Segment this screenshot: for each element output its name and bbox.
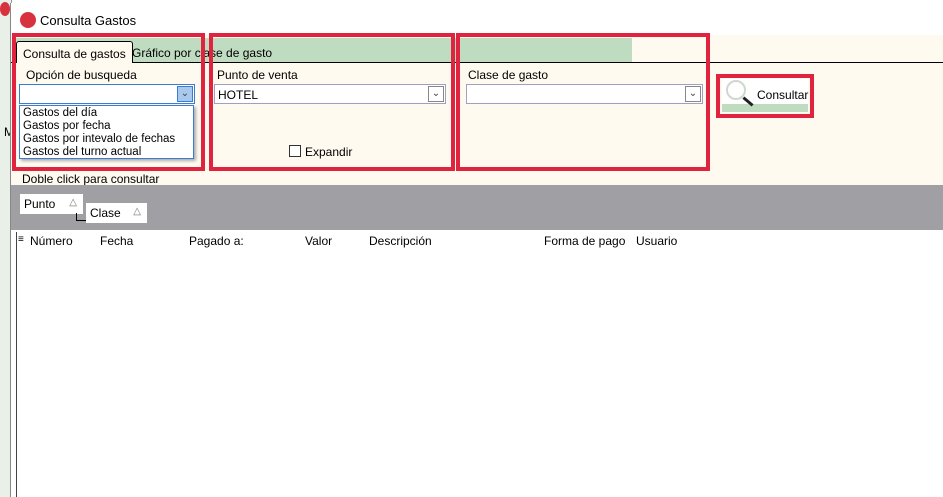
highlight-point-of-sale — [209, 33, 455, 171]
hint-text: Doble click para consultar — [22, 172, 160, 186]
background-app-icon — [0, 2, 10, 16]
expand-label: Expandir — [305, 145, 353, 159]
search-option-label: Opción de busqueda — [26, 68, 137, 82]
grid-body — [11, 250, 943, 497]
column-pagado-a[interactable]: Pagado a: — [189, 234, 244, 248]
grid-left-border — [16, 232, 17, 497]
chevron-down-icon[interactable]: ⌄ — [685, 86, 701, 102]
expense-class-combo[interactable]: ⌄ — [466, 84, 703, 104]
group-connector — [76, 213, 86, 221]
app-icon — [20, 12, 36, 28]
window-title: Consulta Gastos — [40, 13, 137, 28]
highlight-search-option — [12, 33, 205, 171]
column-fecha[interactable]: Fecha — [100, 234, 134, 248]
column-usuario[interactable]: Usuario — [636, 234, 678, 248]
column-chooser-icon[interactable]: ≡ — [18, 234, 24, 245]
button-shade — [722, 104, 808, 112]
tab-divider — [11, 62, 943, 63]
point-of-sale-label: Punto de venta — [217, 68, 298, 82]
sort-triangle-icon: △ — [69, 197, 77, 208]
dropdown-item[interactable]: Gastos del turno actual — [23, 146, 142, 158]
chevron-down-icon[interactable]: ⌄ — [177, 86, 193, 102]
chevron-down-icon[interactable]: ⌄ — [428, 86, 444, 102]
expense-class-label: Clase de gasto — [468, 68, 549, 82]
column-numero[interactable]: Número — [30, 234, 73, 248]
background-window-text: M — [4, 125, 14, 139]
sort-triangle-icon: △ — [133, 206, 141, 217]
highlight-expense-class — [456, 33, 710, 171]
group-tag-clase[interactable]: Clase △ — [86, 203, 147, 223]
group-tag-label: Clase — [90, 206, 121, 220]
column-forma-de-pago[interactable]: Forma de pago — [544, 234, 626, 248]
group-tag-punto[interactable]: Punto △ — [20, 194, 83, 214]
highlight-consultar — [716, 74, 814, 118]
consultar-label: Consultar — [757, 88, 809, 102]
group-by-area — [11, 185, 943, 230]
dropdown-item[interactable]: Gastos del día — [23, 107, 98, 119]
search-option-combo[interactable]: ⌄ — [19, 84, 195, 104]
group-tag-label: Punto — [24, 197, 56, 211]
column-header-row — [11, 230, 943, 250]
dropdown-item[interactable]: Gastos por intevalo de fechas — [23, 133, 176, 145]
tab-consulta-de-gastos[interactable]: Consulta de gastos — [16, 41, 133, 63]
column-valor[interactable]: Valor — [305, 234, 333, 248]
column-descripcion[interactable]: Descripción — [369, 234, 432, 248]
dropdown-item[interactable]: Gastos por fecha — [23, 120, 111, 132]
magnifier-icon — [726, 80, 746, 100]
consultar-button[interactable]: Consultar — [722, 79, 808, 112]
search-option-dropdown: Gastos del día Gastos por fecha Gastos p… — [19, 105, 194, 159]
point-of-sale-combo[interactable]: HOTEL ⌄ — [214, 84, 446, 104]
point-of-sale-value: HOTEL — [218, 88, 259, 102]
expand-checkbox[interactable] — [289, 145, 301, 157]
